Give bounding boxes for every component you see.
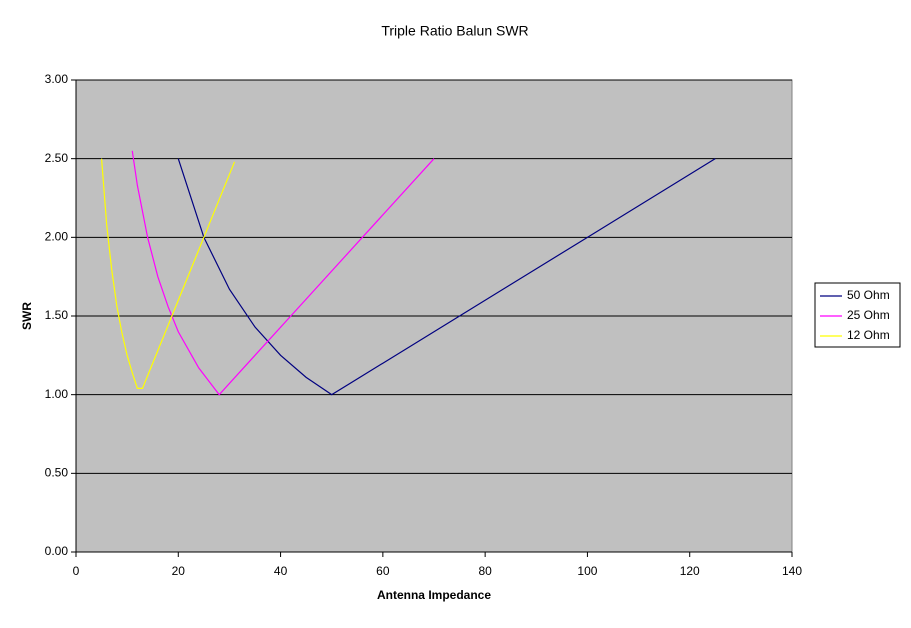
y-tick-label: 2.50 xyxy=(45,151,69,165)
series-line xyxy=(131,150,435,396)
chart-title: Triple Ratio Balun SWR xyxy=(381,23,528,39)
series-line xyxy=(177,158,716,396)
x-tick-label: 60 xyxy=(376,564,390,578)
y-axis-title: SWR xyxy=(20,302,34,330)
y-tick-label: 2.00 xyxy=(45,230,69,244)
x-axis-title: Antenna Impedance xyxy=(377,588,491,602)
x-tick-label: 40 xyxy=(274,564,288,578)
x-tick-label: 100 xyxy=(577,564,597,578)
y-tick-label: 3.00 xyxy=(45,72,69,86)
y-tick-label: 1.00 xyxy=(45,387,69,401)
x-tick-label: 0 xyxy=(73,564,80,578)
y-tick-label: 0.00 xyxy=(45,544,69,558)
legend-box xyxy=(814,282,901,348)
x-tick-label: 120 xyxy=(680,564,700,578)
legend-label: 50 Ohm xyxy=(847,288,890,302)
legend-label: 12 Ohm xyxy=(847,328,890,342)
series-line xyxy=(100,158,236,389)
x-tick-label: 140 xyxy=(782,564,802,578)
y-tick-label: 0.50 xyxy=(45,466,69,480)
x-tick-label: 20 xyxy=(172,564,186,578)
y-tick-label: 1.50 xyxy=(45,308,69,322)
legend-label: 25 Ohm xyxy=(847,308,890,322)
x-tick-label: 80 xyxy=(478,564,492,578)
